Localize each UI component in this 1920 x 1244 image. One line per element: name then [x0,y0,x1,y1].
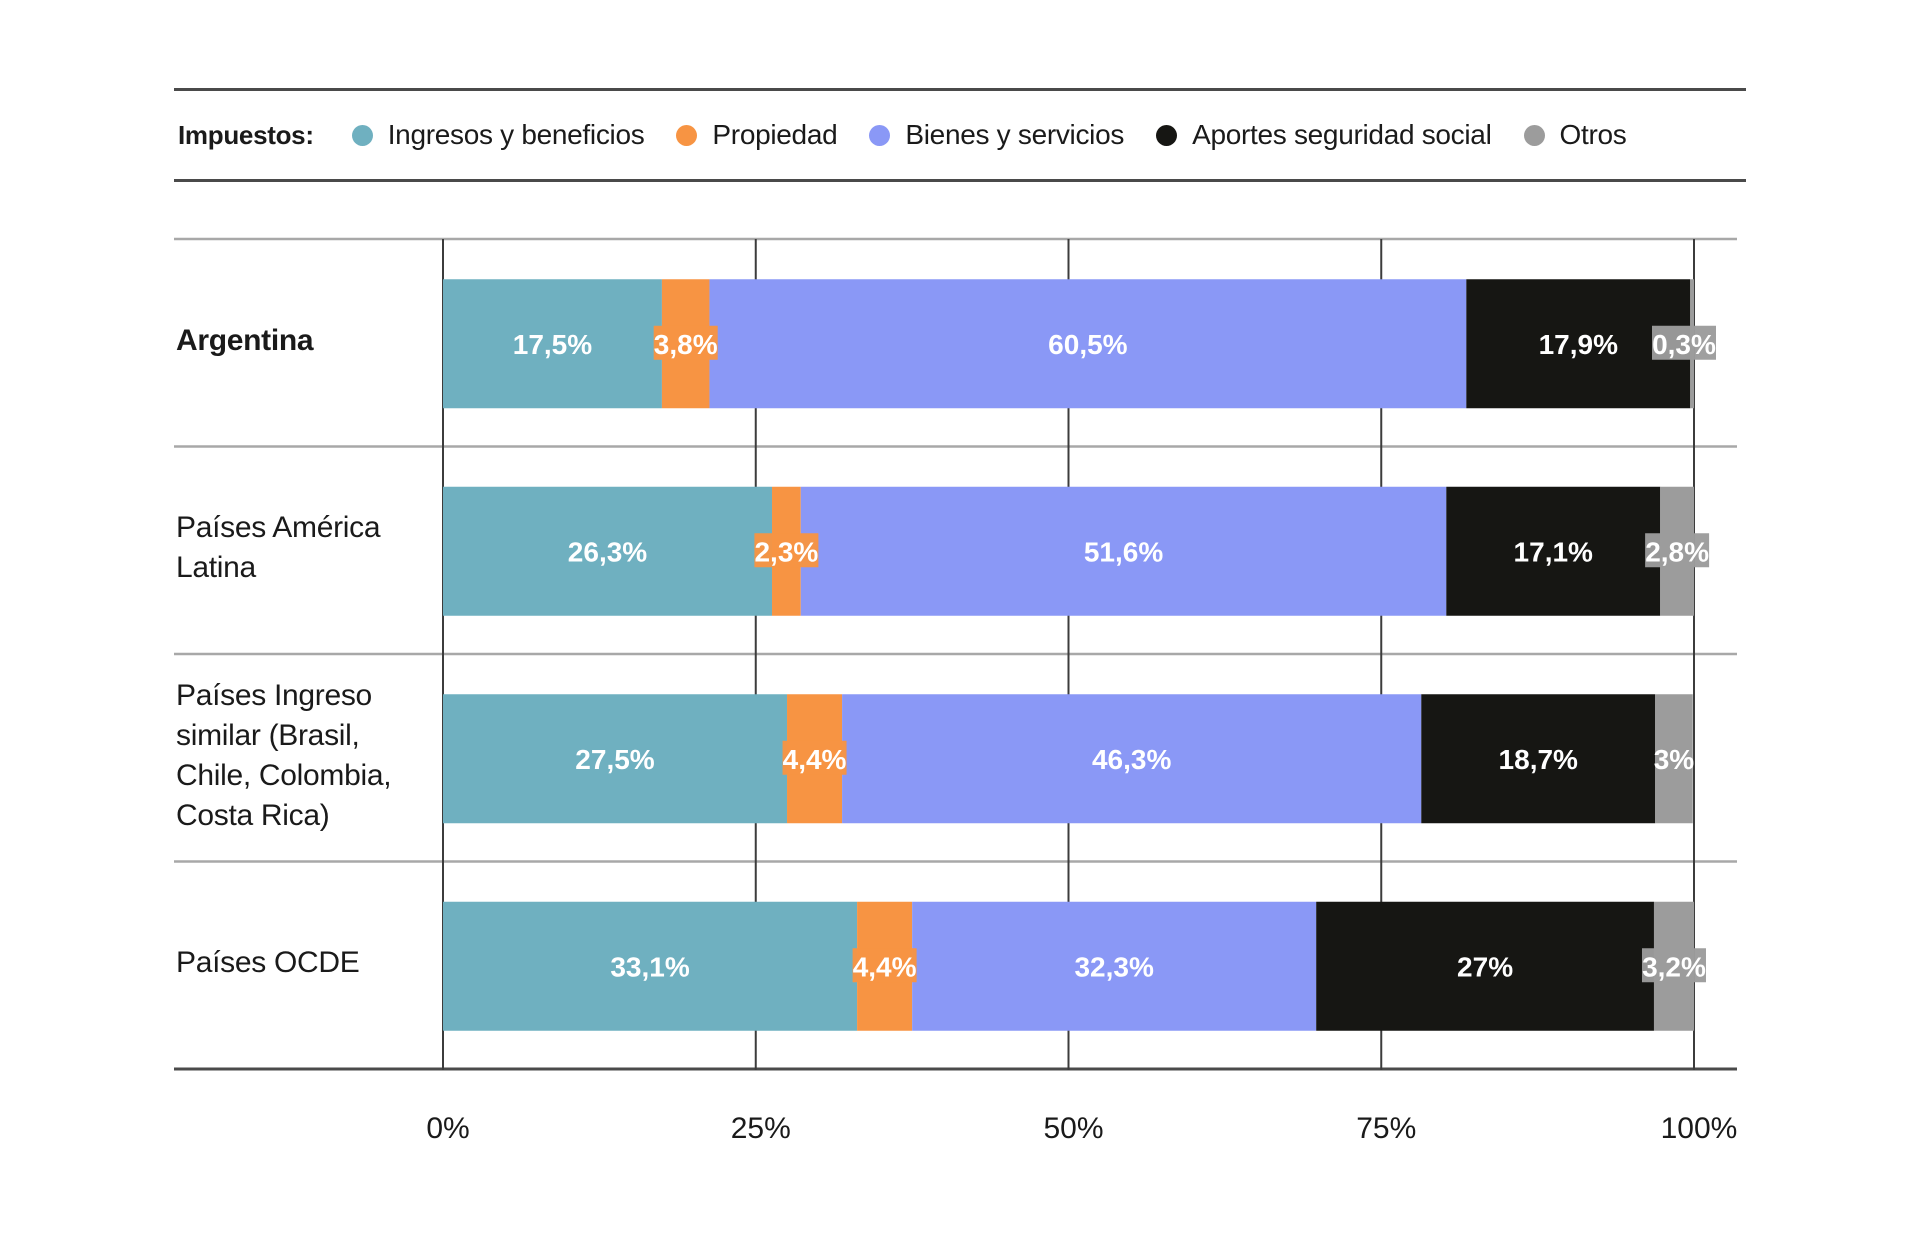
data-label: 2,3% [754,536,818,567]
bar-segment [800,486,1447,616]
legend-dot-icon [676,124,698,146]
legend-label: Otros [1559,119,1627,150]
data-label: 51,6% [1084,536,1163,567]
legend-item-aportes: Aportes seguridad social [1156,119,1492,151]
x-tick-label: 50% [1043,1112,1103,1145]
data-label: 3% [1654,744,1695,775]
data-label-bg [653,325,718,360]
data-label: 3,2% [1642,951,1706,982]
x-tick-label: 75% [1356,1112,1416,1145]
category-label-line: Latina [176,551,256,585]
bar-segment [842,694,1422,824]
bar-segment [443,901,858,1031]
data-label: 27% [1457,951,1513,982]
bar-segment [1446,486,1661,616]
bar-group [443,486,1694,616]
category-label-line: Chile, Colombia, [176,758,392,792]
legend-item-ingresos: Ingresos y beneficios [351,119,645,151]
category-label: Países Ingreso similar (Brasil, Chile, Col… [176,676,392,836]
category-label-line: Costa Rica) [176,798,330,832]
legend-item-propiedad: Propiedad [676,119,838,151]
data-label: 2,8% [1645,536,1709,567]
data-label: 4,4% [783,744,847,775]
data-label: 17,5% [513,329,592,360]
x-tick-label: 0% [426,1112,469,1145]
data-label: 17,1% [1514,536,1593,567]
category-label: Países OCDE [176,943,360,983]
category-label-line: similar (Brasil, [176,718,360,752]
legend-item-otros: Otros [1523,119,1627,151]
x-tick-label: 25% [731,1112,791,1145]
data-label: 17,9% [1539,329,1618,360]
data-label-bg [754,533,819,568]
legend-dot-icon [869,124,891,146]
bar-group [443,901,1694,1031]
data-label: 33,1% [610,951,689,982]
data-label: 60,5% [1048,329,1127,360]
data-label: 18,7% [1499,744,1578,775]
bar-segment [709,279,1467,409]
legend-dot-icon [351,124,373,146]
legend-label: Aportes seguridad social [1192,119,1492,150]
x-tick-label: 100% [1661,1112,1738,1145]
data-label: 4,4% [853,951,917,982]
legend-dot-icon [1156,124,1178,146]
category-label: Argentina [176,321,314,361]
bar-segment [1316,901,1654,1031]
data-label-bg [852,948,917,983]
legend-dot-icon [1523,124,1545,146]
bar-segment [1421,694,1656,824]
legend-item-bienes: Bienes y servicios [869,119,1124,151]
data-label: 0,3% [1652,329,1716,360]
bar-segment [443,279,662,409]
category-label-line: Países América [176,511,381,545]
data-label-bg [782,740,847,775]
data-label: 26,3% [568,536,647,567]
data-label: 27,5% [575,744,654,775]
bar-segment [443,694,788,824]
bar-segment [912,901,1317,1031]
bar-group [443,279,1694,409]
legend: Impuestos: Ingresos y beneficios Propied… [174,88,1746,182]
data-label: 32,3% [1074,951,1153,982]
category-label: Países América Latina [176,508,381,588]
data-label: 46,3% [1092,744,1171,775]
data-label-bg [1652,325,1716,360]
legend-label: Bienes y servicios [905,119,1125,150]
bar-group [443,694,1693,824]
category-label-line: Países Ingreso [176,678,372,712]
legend-label: Ingresos y beneficios [387,119,645,150]
data-label-bg [1645,533,1710,568]
legend-label: Propiedad [712,119,838,150]
bar-segment [443,486,773,616]
data-label-bg [1656,740,1692,775]
category-label-line: Argentina [176,323,314,357]
data-label-bg [1641,948,1706,983]
data-label: 3,8% [654,329,718,360]
legend-title: Impuestos: [178,119,314,150]
category-label-line: Países OCDE [176,946,360,980]
